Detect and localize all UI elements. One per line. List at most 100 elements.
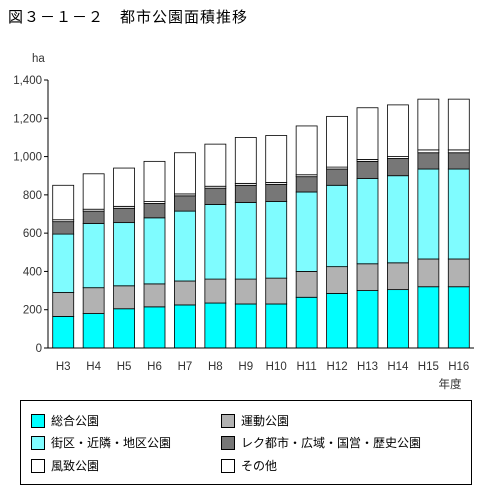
legend-item-reku: レク都市・広域・国営・歴史公園 — [221, 434, 421, 451]
bar-segment — [447, 168, 470, 260]
legend-label-sonota: その他 — [241, 459, 278, 473]
x-tick-label: H8 — [208, 361, 223, 373]
bar-segment — [234, 137, 257, 184]
x-tick-label: H10 — [266, 361, 287, 373]
x-tick-label: H5 — [117, 361, 132, 373]
bar-segment — [265, 201, 288, 279]
bar-segment — [143, 283, 166, 308]
y-tick-label: 200 — [23, 305, 42, 317]
x-tick-label: H9 — [238, 361, 253, 373]
bar-segment — [417, 149, 440, 154]
bar-segment — [82, 287, 105, 314]
x-tick-label: H4 — [86, 361, 101, 373]
bar-segment — [204, 204, 227, 280]
bar-segment — [204, 143, 227, 187]
y-tick-label: 400 — [23, 266, 42, 278]
bar-segment — [356, 290, 379, 349]
bar-segment — [174, 304, 196, 349]
x-tick-label: H12 — [327, 361, 348, 373]
stacked-bar-chart: 0 200 400 600 800 1,000 1,200 1,400 ha H3 H4 H5 H6 H7… — [13, 53, 474, 391]
legend-label-fuuchi: 風致公園 — [51, 459, 100, 473]
x-tick-label: H15 — [418, 361, 439, 373]
bar-segment — [52, 221, 75, 235]
bar-segment — [143, 217, 166, 285]
legend-item-sonota: その他 — [221, 457, 277, 474]
legend-swatch-reku — [221, 435, 235, 450]
y-tick-label: 600 — [23, 228, 42, 240]
bar-segment — [113, 167, 135, 207]
bar-segment — [326, 115, 348, 168]
bar-segment — [82, 223, 105, 289]
bar-segment — [295, 125, 318, 176]
bar-segment — [326, 293, 348, 349]
bar-segment — [113, 308, 135, 349]
bar-segment — [265, 135, 288, 183]
legend-label-gaiku: 街区・近隣・地区公園 — [51, 436, 172, 450]
bar-segment — [52, 184, 75, 221]
bar-segment — [204, 278, 227, 304]
bar-segment — [447, 258, 470, 288]
bar-segment — [326, 266, 348, 294]
bar-segment — [417, 286, 440, 349]
bar-segment — [143, 306, 166, 349]
legend-item-fuuchi: 風致公園 — [31, 457, 99, 474]
x-tick-label: H6 — [147, 361, 162, 373]
legend-label-sougou: 総合公園 — [51, 414, 100, 428]
bar-segment — [82, 173, 105, 210]
bar-segment — [387, 175, 409, 264]
bar-segment — [326, 184, 348, 268]
bar-segment — [387, 158, 409, 177]
bar-segment — [143, 203, 166, 219]
bar-segment — [447, 286, 470, 349]
bar-segment — [234, 278, 257, 305]
bar-segment — [174, 280, 196, 306]
y-axis-label: ha — [32, 53, 45, 65]
bar-segment — [387, 262, 409, 291]
y-tick-label: 0 — [36, 343, 42, 355]
legend-swatch-sougou — [31, 413, 45, 428]
bar-segment — [356, 263, 379, 291]
y-tick-label: 1,200 — [13, 113, 42, 125]
x-tick-label: H14 — [387, 361, 409, 373]
legend-swatch-gaiku — [31, 435, 45, 450]
bar-segment — [174, 210, 196, 282]
bar-segment — [356, 160, 379, 179]
bar-segment — [356, 178, 379, 265]
bar-segment — [295, 191, 318, 272]
bar-segment — [387, 289, 409, 349]
bar-segment — [447, 149, 470, 154]
legend-item-gaiku: 街区・近隣・地区公園 — [31, 434, 171, 451]
bar-segment — [113, 285, 135, 310]
bar-segment — [174, 195, 196, 212]
bar-segment — [174, 152, 196, 195]
bar-segment — [52, 233, 75, 293]
y-tick-label: 800 — [23, 190, 42, 202]
x-tick-label: H13 — [357, 361, 378, 373]
bar-segment — [234, 202, 257, 280]
bar-segment — [387, 104, 409, 157]
bar-segment — [326, 168, 348, 186]
bar-segment — [265, 277, 288, 305]
bar-segment — [234, 303, 257, 349]
legend-swatch-undou — [221, 413, 235, 428]
bar-segment — [265, 303, 288, 349]
bar-segment — [295, 176, 318, 193]
bar-segment — [82, 313, 105, 349]
x-tick-label: H7 — [178, 361, 193, 373]
legend-item-sougou: 総合公園 — [31, 412, 99, 429]
legend-label-reku: レク都市・広域・国営・歴史公園 — [241, 436, 422, 450]
y-tick-label: 1,000 — [13, 152, 42, 164]
legend-item-undou: 運動公園 — [221, 412, 289, 429]
bar-segment — [113, 222, 135, 287]
legend-swatch-sonota — [221, 458, 235, 473]
legend-label-undou: 運動公園 — [241, 414, 290, 428]
bar-segment — [295, 271, 318, 298]
x-tick-label: H16 — [448, 361, 469, 373]
x-axis-label: 年度 — [439, 377, 462, 391]
bar-segment — [265, 183, 288, 202]
bar-segment — [52, 292, 75, 317]
legend-swatch-fuuchi — [31, 458, 45, 473]
bar-segment — [82, 210, 105, 224]
bar-segment — [113, 207, 135, 224]
y-tick-label: 1,400 — [13, 75, 42, 87]
